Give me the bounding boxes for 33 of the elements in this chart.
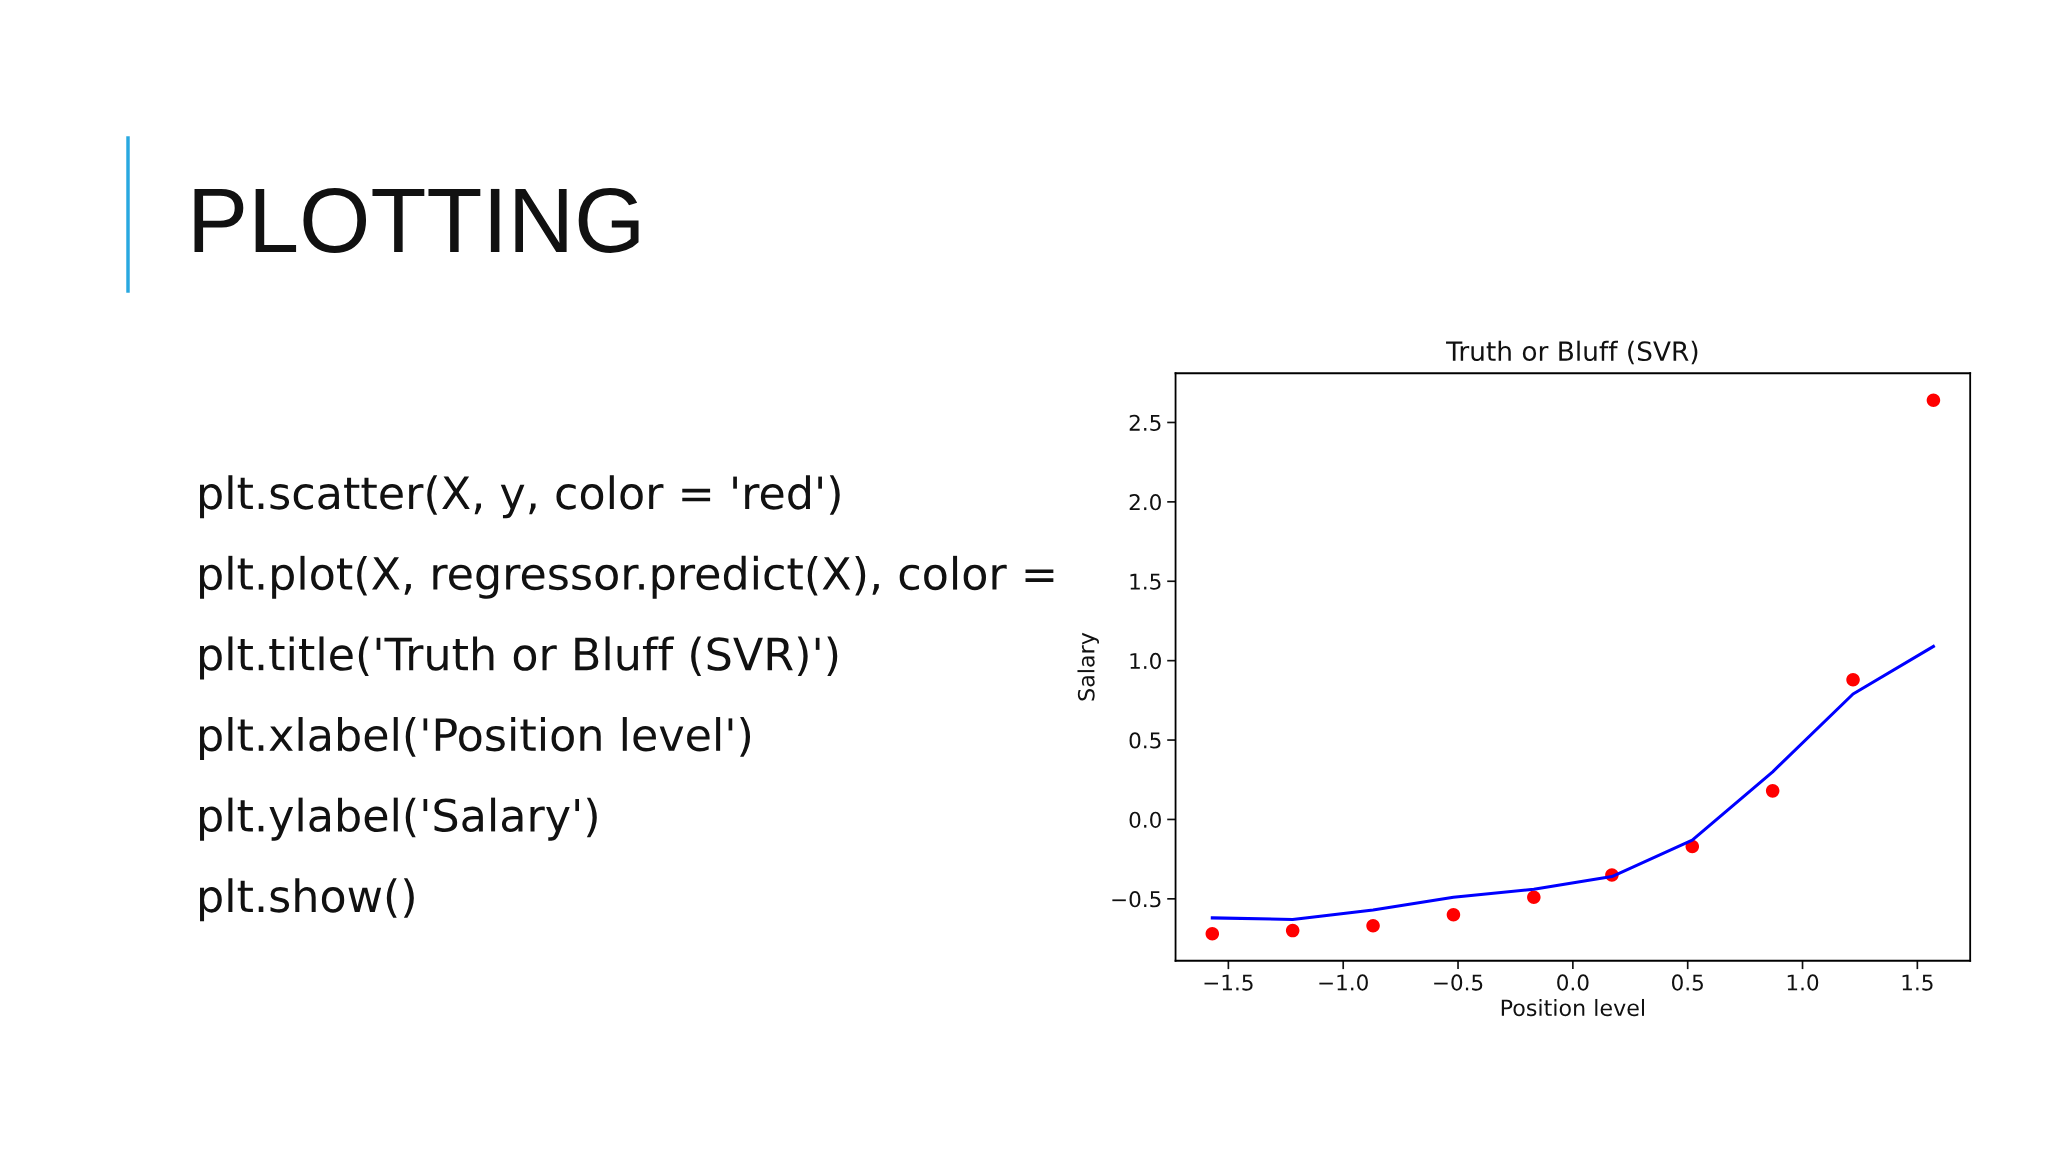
x-tick-label: −1.5 [1204,974,1253,991]
y-tick-label: 1.5 [1130,573,1161,590]
point [1446,907,1461,922]
x-tick-label: −1.0 [1319,974,1368,991]
y-tick-label: 1.0 [1130,652,1161,670]
point [1527,890,1541,905]
x-tick-label: 0.5 [1672,974,1703,991]
y-tick-label: 0.0 [1129,811,1161,828]
point [1285,923,1300,938]
x-tick-label: 1.5 [1902,974,1933,991]
text: plt.title('Truth or Bluff (SVR)') [200,636,838,680]
x-tick-label: 1.0 [1787,974,1819,991]
point [1926,393,1941,408]
y-axis-title: Salary [1077,632,1099,701]
y-tick-label: 0.5 [1129,732,1161,749]
point [1846,672,1860,687]
chart-title: Truth or Bluff (SVR) [1446,340,1698,365]
text: plt.ylabel('Salary') [200,797,597,841]
x-tick-label: 0.0 [1557,974,1589,991]
text: plt.show() [200,878,414,922]
point [1765,784,1780,798]
text: plt.plot(X, regressor.predict(X), color = [200,555,1054,599]
text: PLOTTING [194,187,639,253]
point [1366,919,1380,933]
text: plt.scatter(X, y, color = 'red') [200,475,840,519]
x-axis-title: Position level [1501,998,1644,1017]
line-series [1210,644,1935,922]
y-tick-label: 2.0 [1129,494,1161,511]
y-tick-label: 2.5 [1129,414,1161,431]
text: plt.xlabel('Position level') [200,717,751,761]
y-tick-label: −0.5 [1112,891,1161,908]
point [1205,927,1220,941]
x-tick-label: −0.5 [1434,974,1483,991]
